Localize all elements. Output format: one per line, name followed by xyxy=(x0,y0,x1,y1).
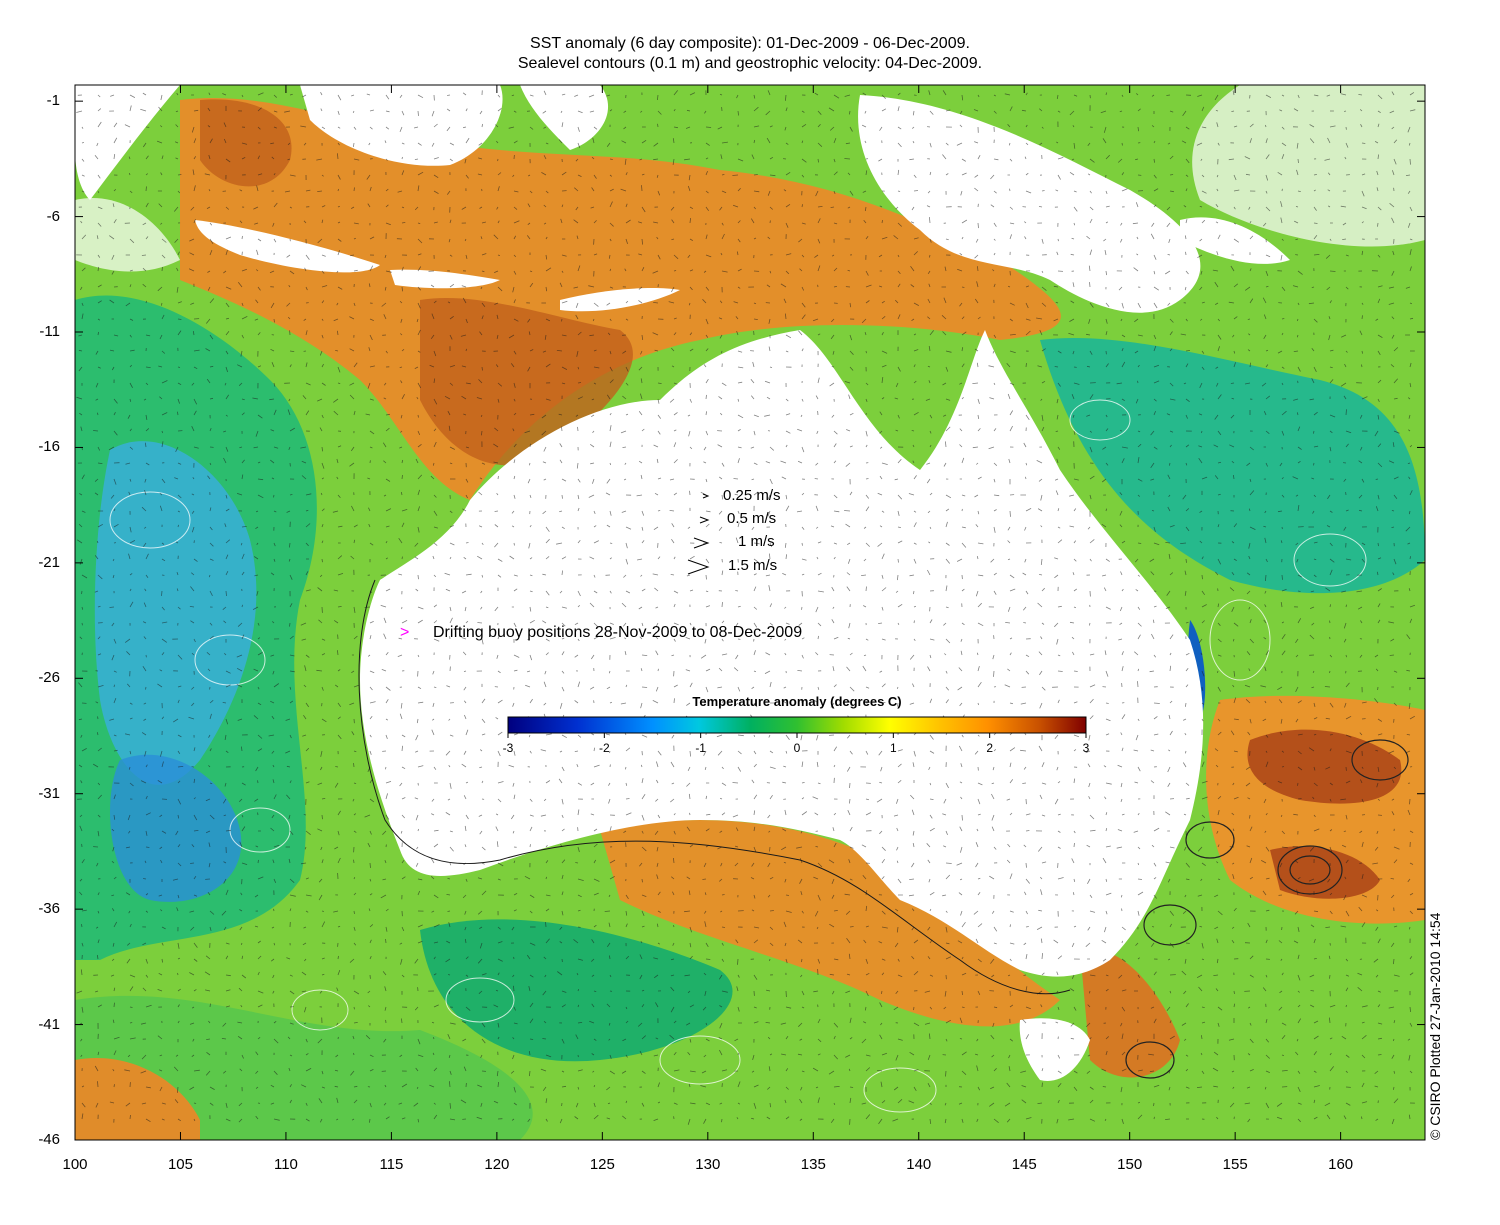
buoy-legend-label: Drifting buoy positions 28-Nov-2009 to 0… xyxy=(433,624,803,641)
x-tick-label: 160 xyxy=(1328,1156,1354,1173)
colorbar-tick-label: 2 xyxy=(986,741,993,755)
cool-east-coral xyxy=(1040,338,1425,594)
x-tick-label: 145 xyxy=(1011,1156,1037,1173)
velocity-vectors xyxy=(76,90,1416,1125)
x-tick-label: 155 xyxy=(1222,1156,1248,1173)
x-tick-label: 125 xyxy=(589,1156,615,1173)
arrow-1 xyxy=(693,537,710,549)
y-tick-label: -41 xyxy=(38,1015,60,1033)
y-tick-label: -46 xyxy=(38,1131,60,1148)
plot-frame xyxy=(74,84,1426,1141)
colorbar-tick-label: 0 xyxy=(793,741,801,755)
y-tick-label: -26 xyxy=(38,669,60,687)
velocity-legend-1: 1 m/s xyxy=(738,533,775,550)
x-tick-label: 130 xyxy=(695,1156,721,1173)
sst-field xyxy=(75,85,1425,1140)
credit-text: © CSIRO Plotted 27-Jan-2010 14:54 xyxy=(1427,912,1443,1140)
x-tick-label: 115 xyxy=(379,1156,404,1173)
velocity-arrows xyxy=(76,90,1416,1125)
x-tick-label: 135 xyxy=(800,1156,826,1173)
colorbar-tick-label: 3 xyxy=(1082,741,1090,755)
y-tick-label: -36 xyxy=(38,900,60,918)
land-sumatra xyxy=(75,85,180,200)
land-borneo xyxy=(300,85,503,166)
chart-title-line-1: SST anomaly (6 day composite): 01-Dec-20… xyxy=(530,35,970,52)
cold-patch-west xyxy=(94,441,257,785)
warm-bass xyxy=(1080,948,1180,1078)
x-tick-label: 110 xyxy=(273,1156,298,1173)
y-tick-label: -21 xyxy=(38,553,60,571)
y-tick-label: -11 xyxy=(39,323,60,340)
colorbar-tick-label: -2 xyxy=(598,741,610,755)
hot-tasman-eddy xyxy=(1247,729,1402,804)
arrow-05 xyxy=(699,516,710,524)
velocity-legend-025: 0.25 m/s xyxy=(723,487,781,504)
x-tick-label: 140 xyxy=(906,1156,932,1173)
eddy-contours xyxy=(1125,739,1409,1079)
colorbar-title: Temperature anomaly (degrees C) xyxy=(692,694,902,709)
missing-northeast xyxy=(1192,85,1425,247)
land-australia xyxy=(360,330,1204,977)
land-png-east xyxy=(1180,217,1290,264)
velocity-legend-arrows xyxy=(687,493,710,575)
colorbar-tick-label: -1 xyxy=(695,741,706,755)
buoy-marker-icon: > xyxy=(400,624,410,641)
land-sulawesi xyxy=(520,85,609,150)
chart-title-line-2: Sealevel contours (0.1 m) and geostrophi… xyxy=(517,55,983,72)
colorbar-tick-label: 1 xyxy=(889,741,897,755)
x-tick-label: 120 xyxy=(484,1156,510,1173)
velocity-legend-15: 1.5 m/s xyxy=(728,557,778,574)
axis-ticks xyxy=(74,85,1425,1141)
warm-south-aus xyxy=(600,820,1060,1027)
arrow-025 xyxy=(702,493,710,499)
x-tick-label: 105 xyxy=(167,1156,193,1173)
colorbar xyxy=(507,716,1087,734)
arrow-15 xyxy=(687,559,710,575)
colorbar-ticks xyxy=(507,733,1087,738)
cool-region-south xyxy=(420,919,733,1062)
missing-northwest xyxy=(75,198,180,272)
cold-patch-southwest xyxy=(110,754,242,902)
land-new-guinea xyxy=(858,95,1201,313)
y-tick-label: -1 xyxy=(46,92,60,110)
land-nusa xyxy=(390,269,500,289)
y-tick-label: -6 xyxy=(46,207,60,225)
x-tick-label: 100 xyxy=(62,1156,88,1173)
land-java xyxy=(195,220,380,273)
land-tasmania xyxy=(1019,1018,1090,1081)
velocity-legend-05: 0.5 m/s xyxy=(727,510,777,527)
warm-southwest xyxy=(75,1058,200,1140)
hot-timor xyxy=(200,99,292,187)
y-tick-label: -16 xyxy=(38,438,60,456)
land-timor xyxy=(560,288,680,312)
colorbar-tick-label: -3 xyxy=(502,741,514,755)
y-tick-label: -31 xyxy=(38,784,60,802)
x-tick-label: 150 xyxy=(1117,1156,1143,1173)
